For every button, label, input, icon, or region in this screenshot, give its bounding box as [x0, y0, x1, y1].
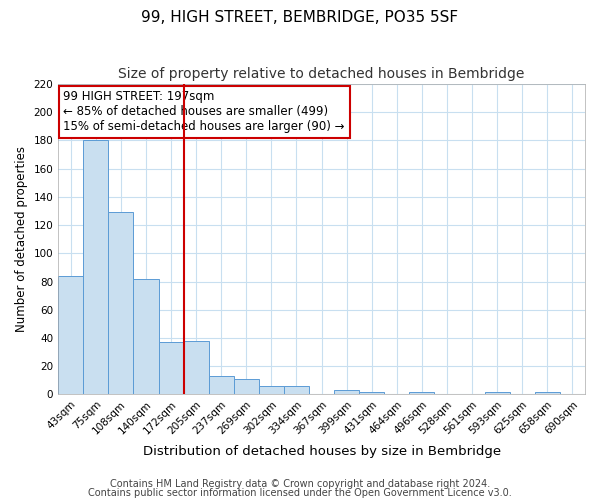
Bar [58, 276, 83, 394]
Bar [284, 386, 309, 394]
Y-axis label: Number of detached properties: Number of detached properties [15, 146, 28, 332]
Bar [133, 279, 158, 394]
Bar [359, 392, 385, 394]
Text: Contains HM Land Registry data © Crown copyright and database right 2024.: Contains HM Land Registry data © Crown c… [110, 479, 490, 489]
Bar [158, 342, 184, 394]
Bar [83, 140, 109, 394]
Bar [535, 392, 560, 394]
Title: Size of property relative to detached houses in Bembridge: Size of property relative to detached ho… [118, 68, 525, 82]
Bar [209, 376, 234, 394]
Bar [485, 392, 510, 394]
Text: Contains public sector information licensed under the Open Government Licence v3: Contains public sector information licen… [88, 488, 512, 498]
Text: 99, HIGH STREET, BEMBRIDGE, PO35 5SF: 99, HIGH STREET, BEMBRIDGE, PO35 5SF [142, 10, 458, 25]
X-axis label: Distribution of detached houses by size in Bembridge: Distribution of detached houses by size … [143, 444, 500, 458]
Text: 99 HIGH STREET: 197sqm
← 85% of detached houses are smaller (499)
15% of semi-de: 99 HIGH STREET: 197sqm ← 85% of detached… [64, 90, 345, 134]
Bar [184, 341, 209, 394]
Bar [259, 386, 284, 394]
Bar [334, 390, 359, 394]
Bar [409, 392, 434, 394]
Bar [109, 212, 133, 394]
Bar [234, 379, 259, 394]
